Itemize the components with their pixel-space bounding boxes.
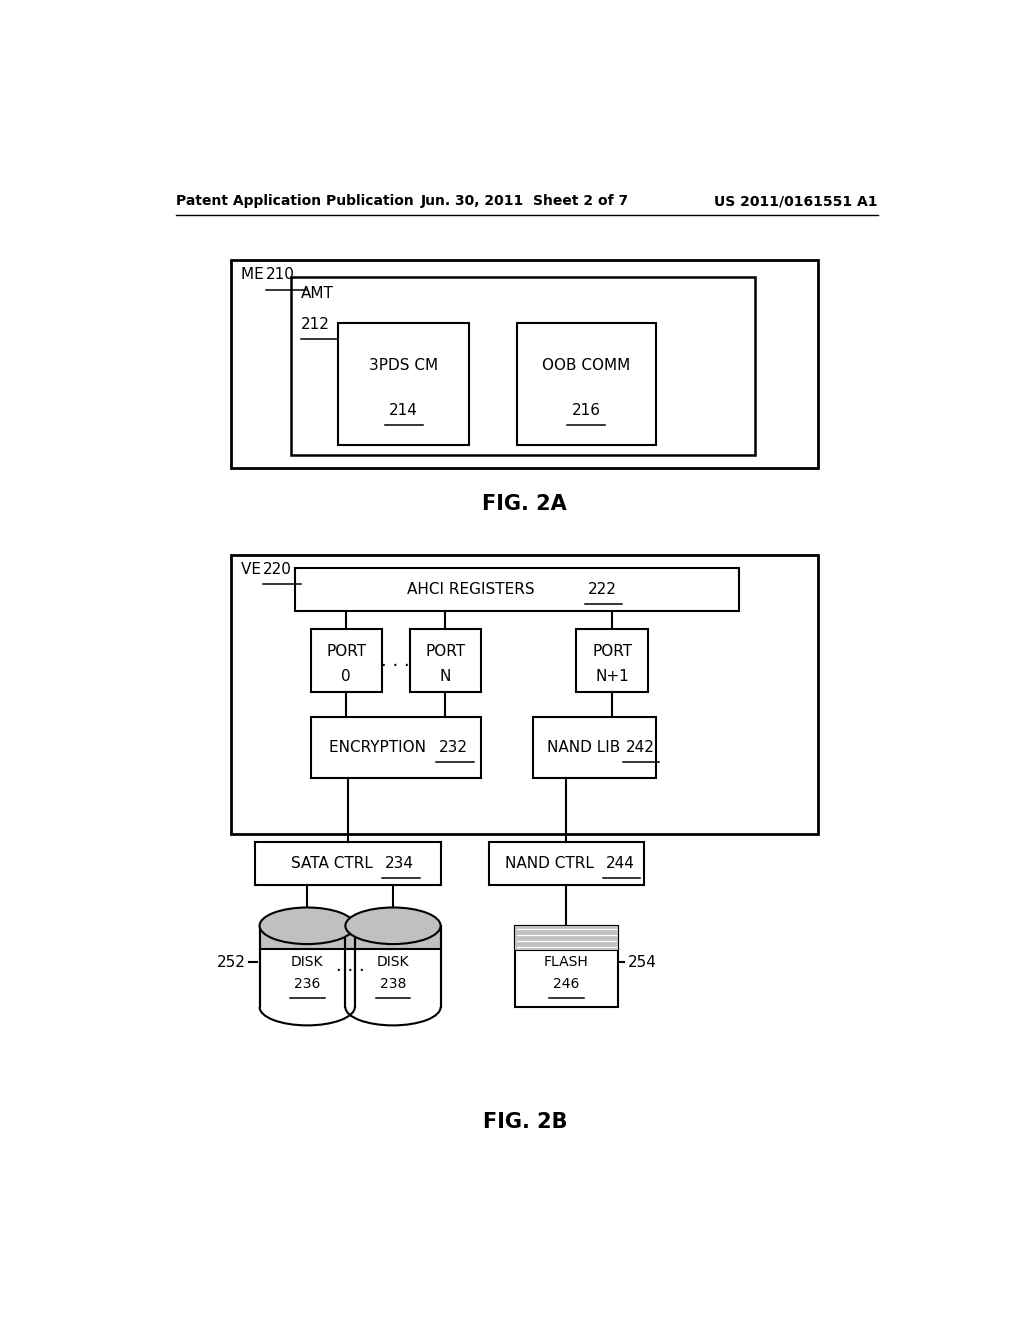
Text: PORT: PORT — [592, 644, 632, 659]
FancyBboxPatch shape — [517, 323, 655, 445]
Text: NAND CTRL: NAND CTRL — [505, 857, 599, 871]
FancyBboxPatch shape — [231, 260, 818, 469]
Text: . . .: . . . — [336, 957, 365, 975]
Text: 242: 242 — [626, 741, 654, 755]
Text: FLASH: FLASH — [544, 956, 589, 969]
Text: 234: 234 — [385, 857, 415, 871]
FancyBboxPatch shape — [310, 630, 382, 692]
Text: 254: 254 — [628, 954, 656, 970]
Text: AHCI REGISTERS: AHCI REGISTERS — [407, 582, 540, 597]
Text: OOB COMM: OOB COMM — [542, 358, 631, 374]
Text: N+1: N+1 — [595, 669, 629, 684]
Text: 212: 212 — [301, 317, 330, 331]
FancyBboxPatch shape — [291, 277, 755, 455]
FancyBboxPatch shape — [259, 925, 354, 949]
Text: 244: 244 — [606, 857, 635, 871]
Text: AMT: AMT — [301, 286, 334, 301]
Text: US 2011/0161551 A1: US 2011/0161551 A1 — [715, 194, 878, 209]
Text: N: N — [439, 669, 452, 684]
Text: PORT: PORT — [425, 644, 466, 659]
Text: NAND LIB: NAND LIB — [547, 741, 626, 755]
Text: 3PDS CM: 3PDS CM — [370, 358, 438, 374]
Text: FIG. 2A: FIG. 2A — [482, 494, 567, 513]
FancyBboxPatch shape — [515, 925, 618, 1007]
FancyBboxPatch shape — [577, 630, 648, 692]
Text: VE: VE — [242, 561, 266, 577]
Text: ENCRYPTION: ENCRYPTION — [329, 741, 431, 755]
FancyBboxPatch shape — [515, 925, 618, 950]
Text: 252: 252 — [217, 954, 246, 970]
Text: 0: 0 — [341, 669, 351, 684]
FancyBboxPatch shape — [310, 718, 481, 779]
Text: 210: 210 — [266, 267, 295, 281]
Text: 214: 214 — [389, 404, 418, 418]
Text: 246: 246 — [553, 977, 580, 991]
Text: DISK: DISK — [291, 956, 324, 969]
Text: 220: 220 — [263, 561, 292, 577]
FancyBboxPatch shape — [489, 842, 644, 886]
FancyBboxPatch shape — [410, 630, 481, 692]
FancyBboxPatch shape — [345, 925, 440, 949]
Ellipse shape — [345, 907, 440, 944]
Text: PORT: PORT — [327, 644, 367, 659]
FancyBboxPatch shape — [345, 925, 440, 1007]
FancyBboxPatch shape — [338, 323, 469, 445]
Text: 216: 216 — [571, 404, 601, 418]
Text: Jun. 30, 2011  Sheet 2 of 7: Jun. 30, 2011 Sheet 2 of 7 — [421, 194, 629, 209]
FancyBboxPatch shape — [231, 554, 818, 834]
Text: ME: ME — [242, 267, 269, 281]
Text: 236: 236 — [294, 977, 321, 991]
Ellipse shape — [259, 907, 354, 944]
Text: 232: 232 — [439, 741, 468, 755]
Text: DISK: DISK — [377, 956, 410, 969]
FancyBboxPatch shape — [532, 718, 655, 779]
Text: SATA CTRL: SATA CTRL — [291, 857, 377, 871]
Text: 222: 222 — [588, 582, 617, 597]
FancyBboxPatch shape — [259, 925, 354, 1007]
Text: 238: 238 — [380, 977, 407, 991]
Text: Patent Application Publication: Patent Application Publication — [176, 194, 414, 209]
FancyBboxPatch shape — [295, 568, 739, 611]
Text: FIG. 2B: FIG. 2B — [482, 1111, 567, 1133]
FancyBboxPatch shape — [255, 842, 441, 886]
Text: . . .: . . . — [382, 652, 411, 669]
